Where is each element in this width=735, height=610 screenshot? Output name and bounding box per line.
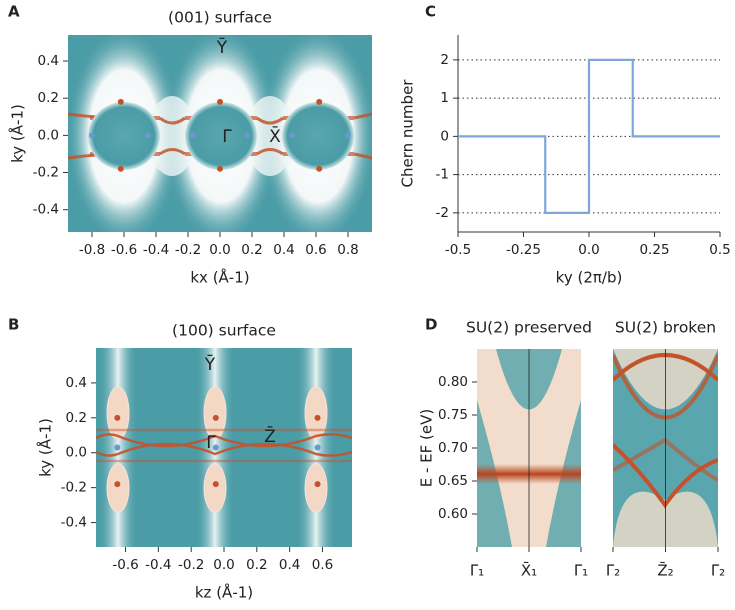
point xyxy=(212,444,219,451)
x-axis-label: ky (2π/b) xyxy=(556,269,623,287)
panel-title: SU(2) broken xyxy=(615,319,716,337)
panel-label: A xyxy=(8,3,20,21)
point xyxy=(117,165,124,172)
x-tick-label: Z̄₂ xyxy=(657,561,673,580)
annotation: X̄ xyxy=(269,125,281,147)
annotation: Γ̄ xyxy=(206,433,216,453)
y-tick-label: -1 xyxy=(436,167,449,183)
y-tick-label: 0.2 xyxy=(38,90,59,106)
x-tick-label: 0.6 xyxy=(305,242,326,258)
point xyxy=(212,481,219,488)
panel-title: (001) surface xyxy=(168,9,272,27)
x-tick-label: -0.8 xyxy=(79,242,105,258)
panel-label: C xyxy=(425,3,436,21)
line xyxy=(458,58,720,214)
annotation: Ȳ xyxy=(204,353,216,375)
x-tick-label: 0.6 xyxy=(312,557,333,573)
panel-label: D xyxy=(425,316,437,334)
y-tick-label: 1 xyxy=(440,90,449,106)
y-tick-label: 0.75 xyxy=(438,407,468,423)
x-tick-label: Γ̄₂ xyxy=(606,562,620,580)
x-tick-label: -0.6 xyxy=(111,242,137,258)
y-tick-label: 0.70 xyxy=(438,440,468,456)
point xyxy=(217,165,223,172)
y-tick-label: 0.4 xyxy=(66,375,87,391)
point xyxy=(212,414,219,421)
point xyxy=(316,98,323,105)
y-tick-label: 0 xyxy=(440,128,449,144)
x-tick-label: X̄₁ xyxy=(521,561,537,580)
y-axis-label: Chern number xyxy=(399,79,417,188)
x-tick-label: 0.0 xyxy=(578,242,599,258)
point xyxy=(145,132,151,139)
spectral-map-b xyxy=(96,348,352,547)
point xyxy=(114,414,121,421)
x-tick-label: 0.25 xyxy=(639,242,669,258)
spectral-map-a xyxy=(68,35,372,232)
x-tick-label: 0.2 xyxy=(246,557,267,573)
x-axis-label: kz (Å-1) xyxy=(195,583,253,602)
panel-label: B xyxy=(8,316,19,334)
point xyxy=(314,444,321,451)
y-tick-label: -0.2 xyxy=(33,165,59,181)
x-tick-label: 0.4 xyxy=(279,557,300,573)
y-tick-label: 0.65 xyxy=(438,473,468,489)
y-tick-label: -2 xyxy=(436,205,449,221)
point xyxy=(114,481,121,488)
point xyxy=(314,414,321,421)
x-tick-label: 0.0 xyxy=(213,557,234,573)
point xyxy=(244,132,251,139)
y-tick-label: -0.2 xyxy=(61,480,87,496)
x-tick-label: 0.5 xyxy=(709,242,730,258)
x-axis-label: kx (Å-1) xyxy=(190,268,249,287)
x-tick-label: Γ̄₂ xyxy=(711,562,725,580)
y-tick-label: 2 xyxy=(440,52,449,68)
x-tick-label: 0.8 xyxy=(337,242,358,258)
y-tick-label: 0.4 xyxy=(38,53,59,69)
y-tick-label: 0.2 xyxy=(66,410,87,426)
point xyxy=(289,132,295,139)
x-tick-label: -0.4 xyxy=(143,242,169,258)
y-tick-label: -0.4 xyxy=(33,202,59,218)
x-tick-label: Γ̄₁ xyxy=(470,562,484,580)
y-axis-label: ky (Å-1) xyxy=(36,418,55,477)
panel-title: SU(2) preserved xyxy=(466,319,592,337)
point xyxy=(217,98,223,105)
y-tick-label: 0.80 xyxy=(438,374,468,390)
point xyxy=(345,132,351,139)
x-tick-label: Γ̄₁ xyxy=(574,562,588,580)
x-tick-label: 0.2 xyxy=(241,242,262,258)
x-tick-label: -0.2 xyxy=(175,242,201,258)
x-tick-label: 0.0 xyxy=(209,242,230,258)
point xyxy=(89,132,95,139)
x-tick-label: -0.25 xyxy=(506,242,541,258)
annotation: Γ̄ xyxy=(222,127,232,147)
point xyxy=(189,132,196,139)
y-tick-label: 0.0 xyxy=(66,445,87,461)
y-tick-label: 0.0 xyxy=(38,127,59,143)
x-tick-label: -0.5 xyxy=(445,242,471,258)
point xyxy=(316,165,323,172)
panel-title: (100) surface xyxy=(172,322,276,340)
x-tick-label: -0.4 xyxy=(145,557,171,573)
x-tick-label: 0.4 xyxy=(273,242,294,258)
annotation: Ȳ xyxy=(216,36,228,58)
x-tick-label: -0.2 xyxy=(178,557,204,573)
point xyxy=(314,481,321,488)
y-tick-label: 0.60 xyxy=(438,506,468,522)
point xyxy=(114,444,121,451)
annotation: Z̄ xyxy=(264,425,276,447)
x-tick-label: -0.6 xyxy=(112,557,138,573)
y-tick-label: -0.4 xyxy=(61,515,87,531)
y-axis-label: E - EF (eV) xyxy=(418,409,436,488)
point xyxy=(117,98,124,105)
y-axis-label: ky (Å-1) xyxy=(8,104,27,163)
